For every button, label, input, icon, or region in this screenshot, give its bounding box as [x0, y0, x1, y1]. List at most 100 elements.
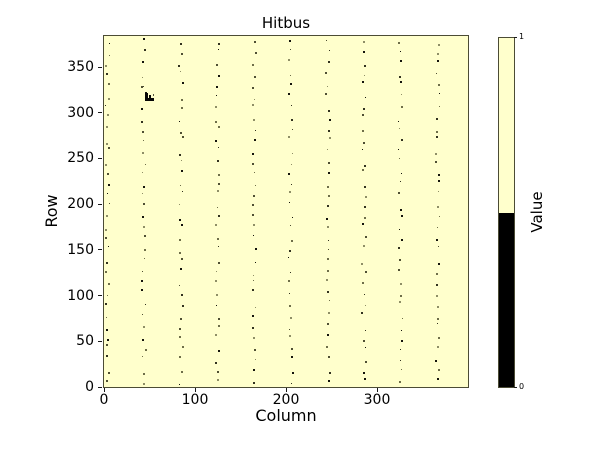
noise-dot [253, 369, 256, 372]
noise-dot [435, 360, 438, 363]
colorbar [498, 37, 515, 388]
noise-dot [252, 223, 255, 226]
noise-dot [363, 164, 366, 167]
noise-dot [326, 225, 329, 228]
noise-dot [325, 217, 328, 220]
noise-dot [179, 219, 182, 222]
noise-dot [255, 262, 257, 264]
noise-dot [288, 334, 291, 337]
noise-dot [329, 50, 331, 52]
noise-dot [251, 203, 254, 206]
noise-dot [106, 215, 109, 218]
noise-dot [145, 164, 147, 166]
noise-dot [106, 125, 108, 128]
noise-dot [362, 282, 365, 285]
noise-dot [399, 158, 400, 160]
noise-dot [363, 141, 366, 144]
noise-dot [108, 55, 110, 57]
noise-dot [289, 292, 291, 294]
noise-dot [289, 75, 291, 77]
y-tick-label: 100 [67, 287, 94, 304]
noise-dot [438, 106, 440, 108]
noise-dot [401, 94, 403, 96]
noise-dot [217, 318, 220, 321]
noise-dot [289, 49, 291, 51]
noise-dot [400, 340, 403, 343]
noise-dot [217, 182, 220, 185]
noise-dot [181, 191, 183, 193]
noise-dot [362, 149, 364, 151]
noise-dot [104, 237, 107, 240]
dead-pixel-cluster-rect [145, 98, 155, 101]
noise-dot [400, 173, 402, 175]
noise-dot [399, 360, 401, 362]
noise-dot [251, 63, 254, 66]
noise-dot [181, 53, 184, 56]
noise-dot [398, 121, 400, 123]
noise-dot [363, 40, 366, 43]
noise-dot [289, 40, 292, 43]
noise-dot [214, 334, 217, 337]
noise-dot [362, 372, 365, 375]
noise-dot [288, 280, 291, 283]
noise-dot [326, 279, 329, 282]
noise-dot [141, 270, 143, 272]
noise-dot [363, 205, 366, 208]
noise-dot [141, 279, 144, 282]
noise-dot [216, 190, 219, 193]
colorbar-value-1-segment [499, 38, 514, 213]
noise-dot [142, 130, 145, 133]
noise-dot [141, 60, 144, 63]
y-tick-mark [98, 340, 102, 342]
noise-dot [401, 239, 404, 242]
noise-dot [214, 223, 217, 226]
noise-dot [141, 192, 143, 194]
noise-dot [362, 80, 365, 83]
noise-dot [289, 190, 292, 193]
noise-dot [143, 225, 146, 228]
noise-dot [401, 215, 404, 218]
noise-dot [253, 274, 255, 276]
noise-dot [144, 303, 146, 305]
noise-dot [364, 329, 366, 331]
noise-dot [364, 65, 367, 68]
noise-dot [438, 44, 441, 47]
noise-dot [328, 162, 331, 165]
noise-dot [289, 304, 292, 307]
noise-dot [142, 76, 144, 78]
noise-dot [398, 258, 401, 261]
noise-dot [325, 39, 327, 41]
noise-dot [178, 64, 181, 67]
noise-dot [182, 305, 185, 308]
noise-dot [291, 164, 293, 166]
noise-dot [141, 107, 144, 110]
noise-dot [438, 263, 441, 266]
noise-dot [401, 329, 403, 331]
noise-dot [327, 172, 330, 175]
noise-dot [255, 306, 257, 308]
noise-dot [363, 75, 365, 77]
noise-dot [105, 302, 108, 305]
noise-dot [399, 294, 402, 297]
noise-dot [144, 258, 146, 260]
noise-dot [143, 234, 146, 237]
noise-dot [181, 136, 184, 139]
noise-dot [435, 283, 438, 286]
noise-dot [437, 180, 440, 183]
noise-dot [361, 263, 364, 266]
noise-dot [215, 140, 218, 143]
noise-dot [328, 118, 331, 121]
y-tick-label: 0 [85, 379, 94, 395]
noise-dot [399, 75, 402, 78]
dead-pixel-cluster-rect [145, 92, 148, 101]
noise-dot [398, 247, 401, 250]
noise-dot [436, 378, 439, 381]
noise-dot [108, 203, 110, 205]
noise-dot [179, 153, 182, 156]
noise-dot [288, 172, 291, 175]
noise-dot [217, 74, 220, 77]
noise-dot [289, 328, 290, 330]
noise-dot [251, 104, 254, 107]
noise-dot [291, 348, 294, 351]
noise-dot [438, 84, 441, 87]
